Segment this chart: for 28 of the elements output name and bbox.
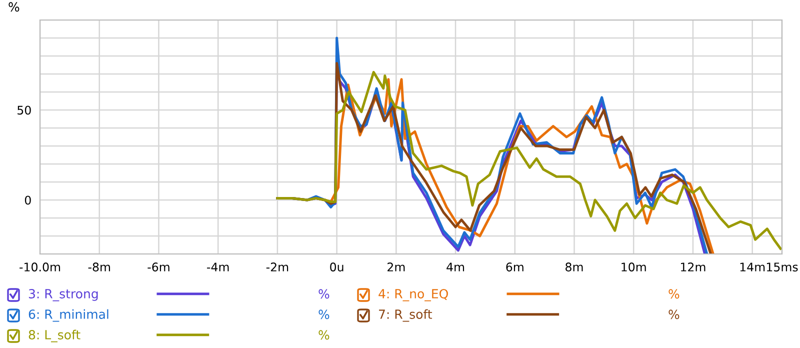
legend-label: 6: R_minimal	[28, 309, 108, 322]
x-tick-label: -8m	[88, 262, 110, 272]
y-axis-title: %	[8, 2, 20, 12]
x-tick-label: -4m	[207, 262, 229, 272]
legend-label: 8: L_soft	[28, 330, 80, 342]
x-tick-label: 6m	[506, 262, 524, 272]
text: %	[318, 310, 330, 320]
text: %	[318, 330, 330, 340]
x-tick-label: 15ms	[766, 262, 798, 272]
line-series	[276, 70, 782, 250]
x-tick-label: 4m	[446, 262, 464, 272]
x-tick-label: -6m	[148, 262, 170, 272]
text: %	[668, 289, 680, 299]
text: %	[668, 310, 680, 320]
x-tick-label: 8m	[566, 262, 583, 272]
legend-label: 3: R_strong	[28, 289, 98, 302]
x-tick-label: 0u	[330, 262, 344, 272]
x-tick-label: -10.0m	[20, 262, 60, 272]
x-tick-label: 14m	[740, 262, 765, 272]
x-tick-label: 2m	[388, 262, 405, 272]
y-tick-label: 0	[24, 196, 31, 205]
legend-label: 4: R_no_EQ	[378, 289, 448, 302]
x-tick-label: -2m	[266, 262, 288, 272]
legend-label: 7: R_soft	[379, 309, 432, 322]
text: %	[318, 289, 330, 299]
x-tick-label: 10m	[622, 262, 646, 272]
x-tick-label: 12m	[680, 262, 706, 272]
y-tick-label: 50	[18, 106, 31, 115]
